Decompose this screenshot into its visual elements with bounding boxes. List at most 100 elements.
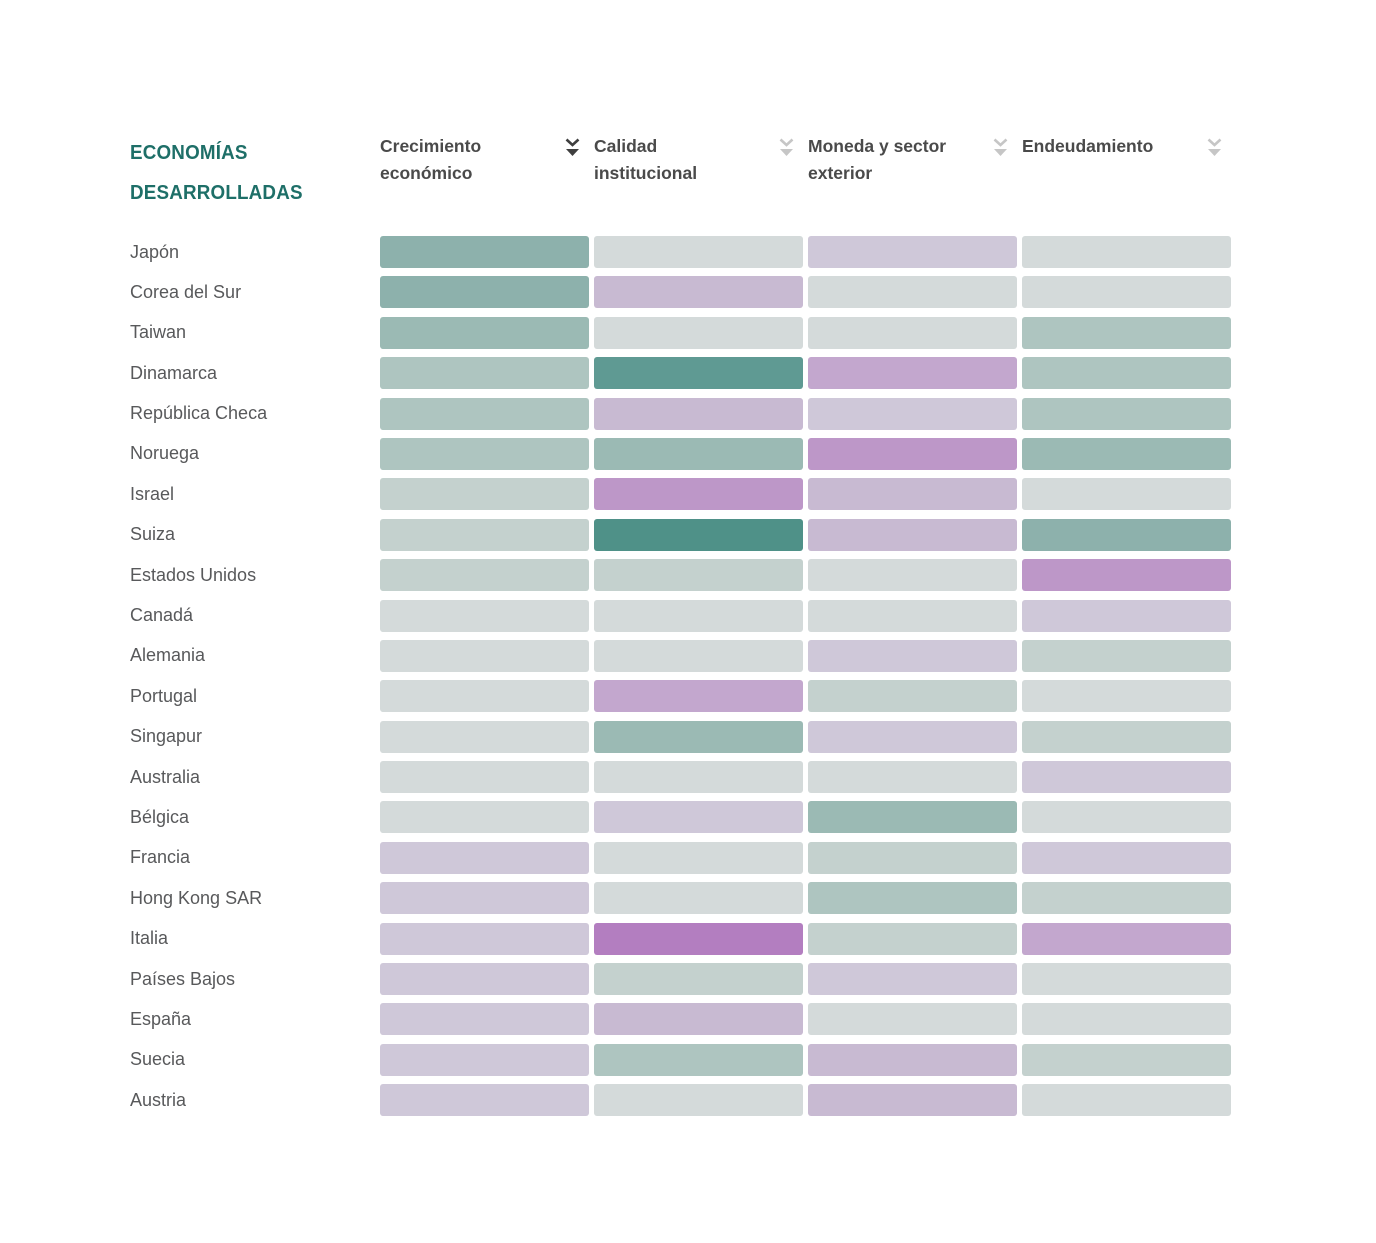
heatmap-cell[interactable] (808, 437, 1017, 470)
heatmap-cell[interactable] (1022, 357, 1231, 390)
row-label: República Checa (130, 403, 268, 424)
heatmap-cell[interactable] (594, 922, 803, 955)
heatmap-cell[interactable] (380, 841, 589, 874)
heatmap-cell[interactable] (1022, 882, 1231, 915)
heatmap-cell[interactable] (808, 236, 1017, 268)
heatmap-cell[interactable] (808, 316, 1017, 349)
heatmap-cell[interactable] (594, 236, 803, 268)
heatmap-cell[interactable] (808, 680, 1017, 713)
heatmap-cell[interactable] (380, 922, 589, 955)
heatmap-cell[interactable] (1022, 599, 1231, 632)
heatmap-cell[interactable] (380, 236, 589, 268)
row-label: Canadá (130, 605, 194, 626)
heatmap-cell[interactable] (1022, 963, 1231, 996)
heatmap-cell[interactable] (1022, 841, 1231, 874)
heatmap-cell[interactable] (594, 639, 803, 672)
sort-descending-icon[interactable] (1206, 137, 1223, 157)
heatmap-cell[interactable] (594, 518, 803, 551)
heatmap-cell[interactable] (808, 599, 1017, 632)
heatmap-cell[interactable] (1022, 437, 1231, 470)
heatmap-cell[interactable] (594, 1084, 803, 1117)
heatmap-cell[interactable] (380, 1043, 589, 1076)
heatmap-cell[interactable] (594, 1003, 803, 1036)
column-header-calidad-institucional[interactable]: Calidad institucional (594, 133, 803, 187)
heatmap-cell[interactable] (594, 801, 803, 834)
heatmap-cell[interactable] (380, 1003, 589, 1036)
heatmap-cell[interactable] (1022, 316, 1231, 349)
heatmap-cell[interactable] (594, 963, 803, 996)
heatmap-cell[interactable] (1022, 397, 1231, 430)
row-label: Suiza (130, 524, 176, 545)
heatmap-cell[interactable] (1022, 801, 1231, 834)
heatmap-cell[interactable] (380, 882, 589, 915)
heatmap-cell[interactable] (808, 518, 1017, 551)
heatmap-cell[interactable] (380, 316, 589, 349)
heatmap-cell[interactable] (380, 437, 589, 470)
heatmap-cell[interactable] (380, 397, 589, 430)
column-header-crecimiento-economico[interactable]: Crecimiento económico (380, 133, 589, 187)
heatmap-cell[interactable] (1022, 1043, 1231, 1076)
heatmap-cell[interactable] (808, 357, 1017, 390)
heatmap-cell[interactable] (1022, 639, 1231, 672)
heatmap-cell[interactable] (594, 882, 803, 915)
heatmap-cell[interactable] (808, 1084, 1017, 1117)
heatmap-cell[interactable] (594, 1043, 803, 1076)
heatmap-cell[interactable] (380, 518, 589, 551)
heatmap-cell[interactable] (1022, 1084, 1231, 1117)
heatmap-cell[interactable] (380, 680, 589, 713)
heatmap-cell[interactable] (808, 963, 1017, 996)
heatmap-cell[interactable] (808, 761, 1017, 794)
heatmap-cell[interactable] (1022, 276, 1231, 309)
heatmap-cell[interactable] (808, 276, 1017, 309)
heatmap-cell[interactable] (594, 599, 803, 632)
heatmap-cell[interactable] (594, 357, 803, 390)
sort-descending-icon[interactable] (778, 137, 795, 157)
heatmap-cell[interactable] (594, 720, 803, 753)
heatmap-cell[interactable] (808, 478, 1017, 511)
heatmap-cell[interactable] (380, 801, 589, 834)
heatmap-cell[interactable] (808, 720, 1017, 753)
heatmap-cell[interactable] (594, 316, 803, 349)
heatmap-cell[interactable] (808, 559, 1017, 592)
column-header-endeudamiento[interactable]: Endeudamiento (1022, 133, 1231, 160)
heatmap-cell[interactable] (808, 639, 1017, 672)
sort-descending-icon[interactable] (564, 137, 581, 157)
heatmap-cell[interactable] (594, 276, 803, 309)
heatmap-cell[interactable] (380, 639, 589, 672)
heatmap-cell[interactable] (380, 761, 589, 794)
heatmap-cell[interactable] (808, 922, 1017, 955)
heatmap-cell[interactable] (594, 478, 803, 511)
heatmap-cell[interactable] (380, 599, 589, 632)
heatmap-cell[interactable] (594, 841, 803, 874)
heatmap-cell[interactable] (1022, 236, 1231, 268)
heatmap-cell[interactable] (594, 680, 803, 713)
heatmap-cell[interactable] (380, 559, 589, 592)
heatmap-cell[interactable] (380, 276, 589, 309)
heatmap-cell[interactable] (380, 720, 589, 753)
heatmap-cell[interactable] (594, 437, 803, 470)
heatmap-cell[interactable] (1022, 518, 1231, 551)
sort-descending-icon[interactable] (992, 137, 1009, 157)
heatmap-cell[interactable] (380, 478, 589, 511)
heatmap-cell[interactable] (594, 397, 803, 430)
heatmap-cell[interactable] (1022, 1003, 1231, 1036)
heatmap-cell[interactable] (594, 761, 803, 794)
heatmap-cell[interactable] (380, 963, 589, 996)
heatmap-cell[interactable] (808, 841, 1017, 874)
heatmap-cell[interactable] (1022, 478, 1231, 511)
heatmap-cell[interactable] (1022, 761, 1231, 794)
heatmap-cell[interactable] (1022, 680, 1231, 713)
heatmap-cell[interactable] (808, 882, 1017, 915)
page-title: ECONOMÍAS DESARROLLADAS (130, 133, 360, 213)
heatmap-cell[interactable] (808, 1003, 1017, 1036)
heatmap-cell[interactable] (808, 397, 1017, 430)
heatmap-cell[interactable] (1022, 720, 1231, 753)
heatmap-cell[interactable] (380, 1084, 589, 1117)
heatmap-cell[interactable] (380, 357, 589, 390)
column-header-moneda-y-sector-exterior[interactable]: Moneda y sector exterior (808, 133, 1017, 187)
heatmap-cell[interactable] (808, 1043, 1017, 1076)
heatmap-cell[interactable] (808, 801, 1017, 834)
heatmap-cell[interactable] (1022, 559, 1231, 592)
heatmap-cell[interactable] (1022, 922, 1231, 955)
heatmap-cell[interactable] (594, 559, 803, 592)
